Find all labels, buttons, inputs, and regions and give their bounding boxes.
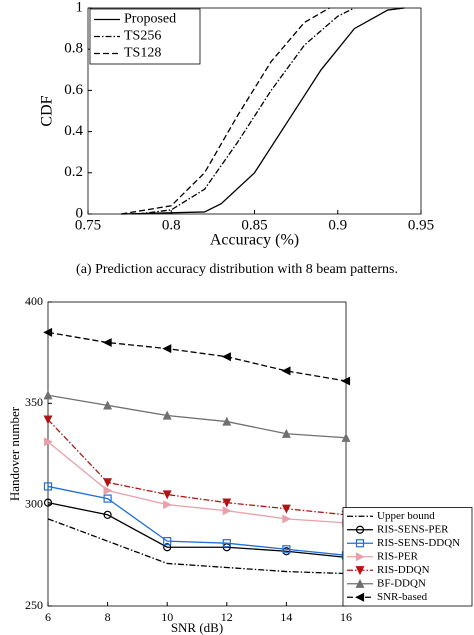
x-tick-label: 16: [340, 610, 352, 624]
series-line: [121, 7, 330, 215]
legend-label: Upper bound: [377, 510, 435, 522]
legend-label: RIS-SENS-PER: [377, 523, 449, 535]
marker: [103, 478, 113, 488]
y-axis-label: Handover number: [7, 406, 22, 501]
marker: [103, 400, 113, 410]
marker: [163, 537, 172, 546]
y-tick-label: 0: [76, 205, 84, 221]
marker: [222, 506, 232, 516]
marker: [282, 514, 292, 524]
y-tick-label: 350: [25, 395, 43, 409]
legend-marker: [355, 592, 365, 602]
series-line: [47, 518, 347, 575]
y-tick-label: 250: [25, 598, 43, 612]
legend-label: TS256: [124, 29, 161, 44]
marker: [281, 504, 291, 514]
series-line: [47, 441, 347, 524]
marker: [341, 432, 351, 442]
y-tick-label: 0.8: [64, 41, 83, 57]
x-axis-label: SNR (dB): [171, 620, 223, 635]
series-line: [47, 331, 347, 382]
x-tick-label: 0.9: [328, 217, 347, 233]
marker: [103, 510, 112, 519]
series-line: [47, 419, 347, 516]
x-tick-label: 0.8: [162, 217, 181, 233]
marker: [162, 344, 172, 354]
marker: [103, 486, 113, 495]
marker: [222, 416, 232, 426]
marker: [163, 543, 172, 552]
marker: [281, 366, 291, 376]
marker: [43, 498, 53, 507]
x-tick-label: 0.85: [241, 217, 267, 233]
marker: [43, 327, 53, 337]
marker: [163, 500, 173, 510]
caption: (a) Prediction accuracy distribution wit…: [76, 262, 398, 277]
marker: [162, 490, 172, 500]
series-line: [137, 7, 355, 215]
legend-label: BF-DDQN: [377, 577, 426, 589]
x-tick-label: 0.75: [75, 217, 101, 233]
legend-label: RIS-DDQN: [377, 564, 430, 576]
y-tick-label: 1: [76, 0, 84, 15]
x-tick-label: 8: [105, 610, 111, 624]
marker: [222, 498, 232, 508]
legend-label: SNR-based: [377, 591, 428, 603]
x-tick-label: 12: [221, 610, 233, 624]
legend-marker: [355, 566, 365, 576]
series-line: [121, 7, 405, 215]
marker: [162, 410, 172, 420]
marker: [103, 494, 112, 503]
y-tick-label: 0.4: [64, 123, 83, 139]
marker: [43, 415, 53, 425]
legend-marker: [355, 539, 365, 548]
legend-label: RIS-SENS-DDQN: [377, 537, 460, 549]
marker: [102, 338, 112, 348]
x-tick-label: 14: [280, 610, 292, 624]
legend-marker: [355, 578, 365, 588]
legend-label: TS128: [124, 46, 161, 61]
y-tick-label: 0.2: [64, 164, 83, 180]
y-tick-label: 300: [25, 496, 43, 510]
y-tick-label: 400: [25, 294, 43, 308]
legend-marker: [355, 525, 365, 534]
legend-marker: [355, 552, 365, 562]
marker: [222, 539, 231, 548]
legend-label: RIS-PER: [377, 550, 419, 562]
marker: [43, 437, 53, 447]
marker: [43, 482, 53, 491]
x-axis-label: Accuracy (%): [210, 232, 299, 249]
legend-label: Proposed: [124, 12, 176, 27]
marker: [281, 428, 291, 438]
x-tick-label: 0.95: [408, 217, 434, 233]
marker: [221, 352, 231, 362]
marker: [341, 376, 351, 386]
marker: [43, 390, 53, 400]
series-line: [47, 394, 347, 439]
series-line: [47, 485, 347, 556]
x-tick-label: 6: [45, 610, 51, 624]
y-tick-label: 0.6: [64, 82, 83, 98]
x-tick-label: 10: [161, 610, 173, 624]
plot-frame: [47, 301, 347, 607]
series-line: [47, 502, 347, 559]
y-axis-label: CDF: [39, 95, 56, 126]
marker: [282, 545, 291, 554]
